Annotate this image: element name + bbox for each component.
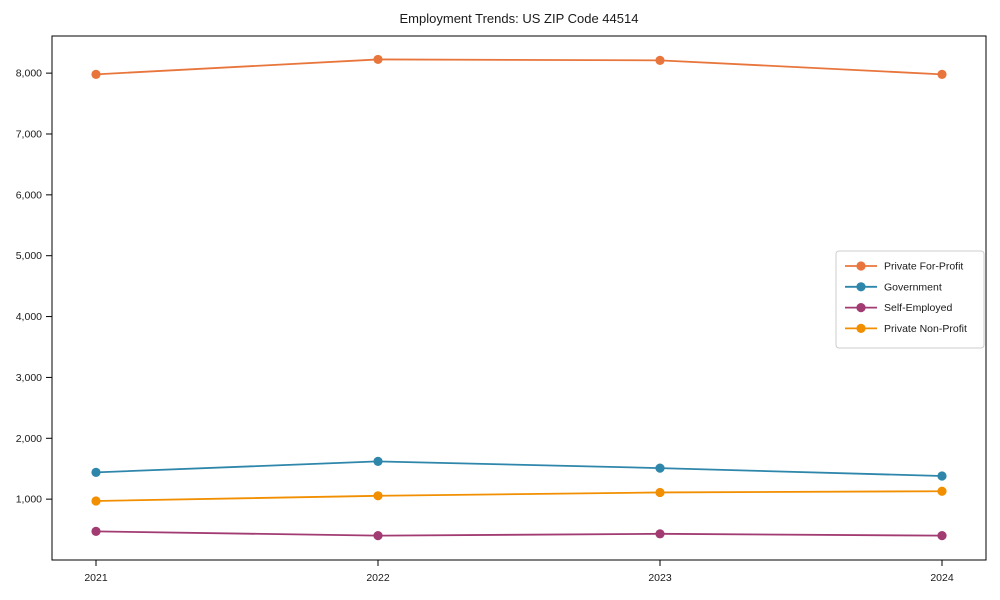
y-tick-label: 7,000: [16, 128, 42, 140]
data-point-private-for-profit: [937, 69, 947, 79]
legend-box: [835, 250, 985, 349]
legend-marker-dot-private-for-profit: [856, 261, 866, 271]
legend: Private For-Profit Government Self-Employe…: [835, 250, 985, 349]
data-point-self-employed: [91, 526, 101, 536]
legend-marker-dot-self-employed: [856, 303, 866, 313]
y-tick-label: 4,000: [16, 311, 42, 323]
legend-item-label-self-employed: Self-Employed: [884, 302, 952, 314]
legend-item-label-private-for-profit: Private For-Profit: [884, 261, 963, 273]
x-tick-label: 2023: [648, 572, 672, 584]
data-point-private-non-profit: [655, 487, 665, 498]
data-point-private-non-profit: [91, 496, 101, 506]
data-point-private-non-profit: [373, 491, 383, 501]
legend-marker-dot-government: [856, 282, 866, 292]
data-point-government: [91, 467, 101, 477]
legend-item-label-government: Government: [884, 281, 942, 293]
data-point-government: [373, 456, 383, 467]
plot-area-border: [51, 35, 987, 561]
series-line-private-for-profit: [95, 58, 943, 76]
series-line-private-non-profit: [95, 490, 943, 502]
x-tick-label: 2021: [84, 572, 108, 584]
data-point-self-employed: [655, 529, 665, 539]
y-tick-label: 3,000: [16, 372, 42, 384]
data-point-self-employed: [937, 531, 947, 541]
y-axis-ticks: 1,000 2,000 3,000 4,000 5,000 6,000 7,000 8,000: [16, 68, 52, 506]
y-tick-label: 6,000: [16, 189, 42, 201]
x-axis-ticks: 2021 2022 2023 2024: [84, 560, 954, 584]
legend-item-label-private-non-profit: Private Non-Profit: [884, 323, 967, 335]
data-series: [91, 54, 947, 541]
data-point-government: [937, 471, 947, 481]
data-point-private-for-profit: [655, 55, 665, 65]
y-tick-label: 1,000: [16, 494, 42, 506]
chart-title: Employment Trends: US ZIP Code 44514: [400, 11, 639, 26]
data-point-self-employed: [373, 531, 383, 541]
y-tick-label: 5,000: [16, 250, 42, 262]
x-tick-label: 2024: [930, 572, 954, 584]
series-line-self-employed: [95, 530, 943, 537]
y-tick-label: 8,000: [16, 68, 42, 80]
series-line-government: [95, 460, 943, 477]
data-point-private-for-profit: [91, 69, 101, 79]
legend-marker-dot-private-non-profit: [856, 323, 866, 333]
x-tick-label: 2022: [366, 572, 390, 584]
data-point-government: [655, 463, 665, 473]
data-point-private-non-profit: [937, 486, 947, 496]
y-tick-label: 2,000: [16, 433, 42, 445]
data-point-private-for-profit: [373, 54, 383, 65]
